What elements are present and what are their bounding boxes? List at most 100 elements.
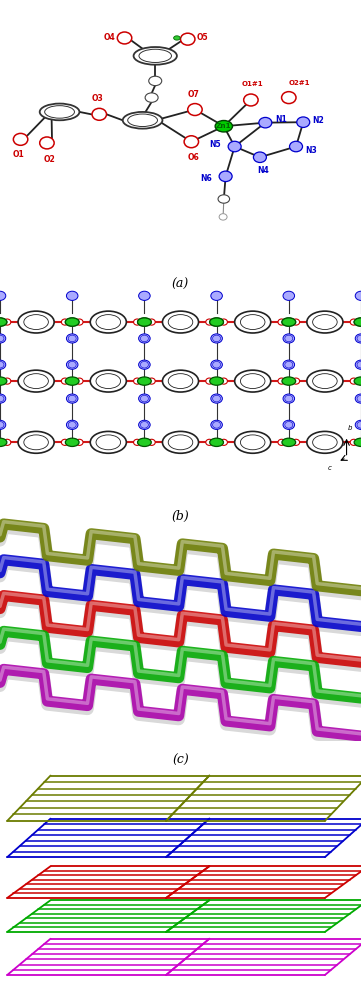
Ellipse shape (282, 438, 296, 446)
Ellipse shape (140, 362, 148, 368)
Ellipse shape (211, 360, 222, 370)
Ellipse shape (282, 91, 296, 103)
Ellipse shape (68, 335, 76, 342)
Ellipse shape (211, 291, 222, 300)
Ellipse shape (285, 421, 293, 428)
Ellipse shape (96, 435, 121, 449)
Ellipse shape (213, 396, 221, 402)
Ellipse shape (18, 370, 54, 392)
Ellipse shape (24, 315, 48, 329)
Ellipse shape (149, 77, 162, 85)
Ellipse shape (220, 319, 227, 325)
Ellipse shape (148, 439, 155, 445)
Text: O5: O5 (197, 33, 209, 42)
Ellipse shape (13, 133, 28, 145)
Text: O3: O3 (92, 94, 103, 103)
Ellipse shape (117, 32, 132, 44)
Text: Zn1: Zn1 (216, 123, 232, 129)
Text: O2#1: O2#1 (289, 81, 310, 86)
Ellipse shape (66, 291, 78, 300)
Ellipse shape (65, 438, 79, 446)
Ellipse shape (76, 319, 83, 325)
Ellipse shape (278, 439, 285, 445)
Ellipse shape (307, 370, 343, 392)
Ellipse shape (350, 319, 357, 325)
Ellipse shape (96, 374, 121, 389)
Ellipse shape (313, 315, 337, 329)
Ellipse shape (354, 438, 361, 446)
Text: (c): (c) (172, 753, 189, 767)
Ellipse shape (18, 431, 54, 453)
Ellipse shape (211, 420, 222, 429)
Ellipse shape (134, 47, 177, 65)
Ellipse shape (140, 396, 148, 402)
Text: O4: O4 (104, 34, 115, 43)
Ellipse shape (96, 315, 121, 329)
Ellipse shape (285, 396, 293, 402)
Ellipse shape (184, 136, 199, 148)
Ellipse shape (0, 362, 4, 368)
Ellipse shape (162, 311, 199, 333)
Ellipse shape (0, 360, 6, 370)
Ellipse shape (134, 439, 141, 445)
Ellipse shape (259, 117, 272, 128)
Ellipse shape (350, 378, 357, 384)
Text: O7: O7 (187, 89, 199, 98)
Ellipse shape (290, 141, 303, 152)
Ellipse shape (174, 36, 180, 40)
Ellipse shape (307, 311, 343, 333)
Ellipse shape (357, 421, 361, 428)
Ellipse shape (235, 311, 271, 333)
Ellipse shape (210, 438, 223, 446)
Ellipse shape (283, 420, 295, 429)
Ellipse shape (354, 377, 361, 386)
Ellipse shape (355, 360, 361, 370)
Ellipse shape (145, 92, 158, 102)
Ellipse shape (278, 319, 285, 325)
Ellipse shape (188, 103, 202, 115)
Ellipse shape (240, 315, 265, 329)
Ellipse shape (220, 378, 227, 384)
Ellipse shape (139, 334, 150, 343)
Ellipse shape (139, 360, 150, 370)
Text: O1: O1 (13, 150, 25, 159)
Ellipse shape (92, 108, 106, 120)
Ellipse shape (4, 378, 11, 384)
Ellipse shape (0, 335, 4, 342)
Text: O2: O2 (44, 155, 56, 164)
Ellipse shape (355, 394, 361, 404)
Ellipse shape (18, 311, 54, 333)
Text: N2: N2 (313, 116, 324, 125)
Text: N5: N5 (209, 139, 221, 149)
Ellipse shape (168, 315, 193, 329)
Text: O6: O6 (187, 153, 199, 162)
Ellipse shape (148, 378, 155, 384)
Ellipse shape (354, 318, 361, 326)
Ellipse shape (210, 318, 223, 326)
Ellipse shape (0, 421, 4, 428)
Ellipse shape (168, 435, 193, 449)
Ellipse shape (278, 378, 285, 384)
Ellipse shape (235, 431, 271, 453)
Ellipse shape (206, 319, 213, 325)
Ellipse shape (218, 195, 230, 203)
Ellipse shape (0, 396, 4, 402)
Ellipse shape (0, 291, 6, 300)
Ellipse shape (138, 318, 151, 326)
Ellipse shape (219, 214, 227, 220)
Text: O1#1: O1#1 (242, 82, 264, 87)
Ellipse shape (24, 374, 48, 389)
Ellipse shape (138, 438, 151, 446)
Ellipse shape (282, 318, 296, 326)
Ellipse shape (40, 137, 54, 149)
Ellipse shape (139, 394, 150, 404)
Ellipse shape (354, 318, 361, 326)
Ellipse shape (61, 319, 69, 325)
Ellipse shape (285, 362, 293, 368)
Ellipse shape (357, 335, 361, 342)
Ellipse shape (297, 117, 310, 127)
Ellipse shape (76, 439, 83, 445)
Ellipse shape (0, 420, 6, 429)
Ellipse shape (240, 435, 265, 449)
Ellipse shape (68, 421, 76, 428)
